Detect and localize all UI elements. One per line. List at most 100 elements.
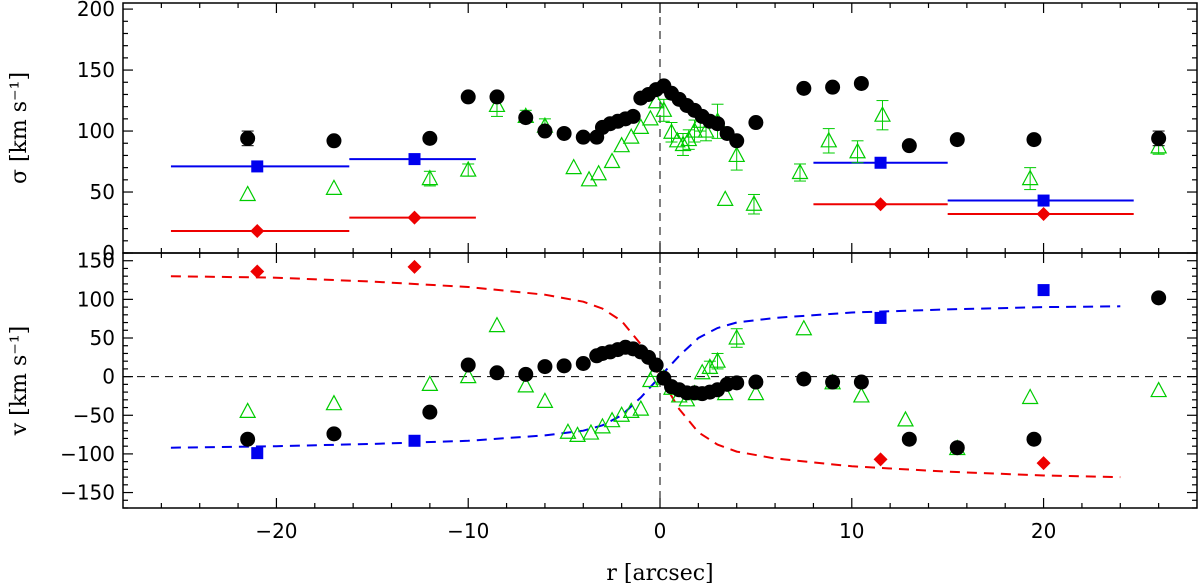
velocity-triangle-open-point: [421, 375, 439, 391]
sigma-triangle-open-point: [590, 164, 608, 181]
sigma-triangle-open-point: [1021, 169, 1039, 186]
sigma-diamond-point: [1036, 206, 1051, 221]
sigma-circle-point: [853, 75, 869, 91]
velocity-circle-point: [853, 374, 869, 390]
velocity-circle-point: [422, 404, 438, 420]
velocity-circle-point: [729, 375, 745, 391]
velocity-triangle-open-point: [1150, 381, 1168, 398]
x-tick-label: 0: [654, 519, 667, 543]
sigma-circle-point: [575, 129, 591, 145]
sigma-triangle-open-point: [663, 122, 681, 139]
x-axis-label: r [arcsec]: [606, 561, 713, 585]
sigma-triangle-open-point: [580, 170, 598, 187]
sigma-circle-point: [1026, 132, 1042, 148]
velocity-diamond-point: [407, 259, 422, 274]
velocity-diamond-point: [873, 452, 888, 467]
sigma-triangle-open-point: [459, 160, 477, 177]
velocity-triangle-open-point: [459, 367, 477, 384]
velocity-triangle-open-point: [709, 351, 727, 368]
velocity-triangle-open-point: [569, 426, 587, 442]
y-tick-label: 50: [90, 326, 115, 350]
velocity-triangle-open-point: [1021, 388, 1039, 405]
sigma-circle-point: [949, 132, 965, 148]
sigma-circle-point: [796, 80, 812, 96]
sigma-triangle-open-point: [686, 121, 704, 138]
sigma-diamond-point: [407, 210, 422, 225]
velocity-circle-point: [1026, 431, 1042, 447]
sigma-triangle-open-point: [421, 169, 439, 186]
sigma-triangle-open-point: [820, 131, 838, 148]
velocity-circle-point: [825, 374, 841, 390]
velocity-triangle-open-point: [536, 392, 554, 408]
velocity-triangle-open-point: [896, 410, 914, 427]
velocity-triangle-open-point: [239, 402, 257, 419]
sigma-circle-point: [518, 110, 534, 126]
sigma-circle-point: [460, 89, 476, 105]
sigma-square-point: [408, 153, 421, 166]
sigma-square-point: [1037, 194, 1050, 207]
velocity-triangle-open-point: [728, 328, 746, 345]
top-y-axis-label: σ [km s⁻¹]: [7, 72, 32, 184]
velocity-triangle-open-point: [517, 376, 535, 393]
sigma-triangle-open-point: [655, 101, 673, 117]
sigma-triangle-open-point: [674, 135, 692, 152]
sigma-triangle-open-point: [632, 118, 650, 134]
velocity-circle-point: [1151, 290, 1167, 306]
y-tick-label: −50: [73, 403, 115, 427]
velocity-triangle-open-point: [852, 386, 870, 403]
velocity-square-point: [1037, 284, 1050, 297]
x-tick-label: −20: [255, 519, 297, 543]
velocity-triangle-open-point: [632, 399, 650, 416]
velocity-circle-point: [240, 431, 256, 447]
velocity-circle-point: [796, 371, 812, 387]
sigma-triangle-open-point: [613, 136, 631, 153]
sigma-triangle-open-point: [603, 152, 621, 169]
sigma-triangle-open-point: [565, 158, 583, 175]
sigma-triangle-open-point: [488, 96, 506, 113]
velocity-circle-point: [949, 440, 965, 456]
velocity-circle-point: [518, 366, 534, 382]
velocity-square-point: [408, 434, 421, 447]
y-tick-label: 100: [77, 287, 115, 311]
y-tick-label: 150: [77, 249, 115, 273]
velocity-triangle-open-point: [693, 363, 711, 380]
y-tick-label: −100: [60, 442, 115, 466]
y-tick-label: 150: [77, 58, 115, 82]
velocity-circle-point: [556, 358, 572, 374]
sigma-circle-point: [625, 108, 641, 124]
sigma-triangle-open-point: [622, 127, 640, 144]
x-tick-label: 20: [1031, 519, 1056, 543]
sigma-triangle-open-point: [680, 130, 698, 147]
sigma-circle-point: [710, 116, 726, 132]
sigma-triangle-open-point: [849, 142, 867, 159]
sigma-square-point: [874, 156, 887, 169]
y-tick-label: 100: [77, 119, 115, 143]
velocity-triangle-open-point: [747, 384, 765, 401]
sigma-triangle-open-point: [325, 179, 343, 195]
velocity-circle-point: [537, 359, 553, 375]
velocity-circle-point: [575, 356, 591, 371]
sigma-triangle-open-point: [716, 190, 734, 206]
sigma-circle-point: [240, 130, 256, 146]
sigma-square-point: [251, 160, 264, 173]
x-tick-label: 10: [839, 519, 864, 543]
y-tick-label: 0: [102, 241, 115, 265]
velocity-model-curve: [170, 275, 1121, 479]
y-tick-label: −150: [60, 481, 115, 505]
velocity-triangle-open-point: [559, 423, 577, 439]
velocity-triangle-open-point: [795, 319, 813, 336]
velocity-model-curve: [170, 305, 1121, 449]
sigma-triangle-open-point: [239, 185, 257, 202]
velocity-triangle-open-point: [603, 411, 621, 428]
sigma-triangle-open-point: [745, 194, 763, 211]
sigma-circle-point: [326, 133, 342, 149]
sigma-triangle-open-point: [873, 105, 891, 122]
velocity-circle-point: [901, 431, 917, 447]
sigma-circle-point: [556, 125, 572, 141]
sigma-circle-point: [537, 123, 553, 139]
bottom-y-axis-label: v [km s⁻¹]: [7, 326, 32, 437]
velocity-square-point: [251, 447, 264, 460]
sigma-circle-point: [901, 138, 917, 154]
velocity-square-point: [874, 311, 887, 324]
